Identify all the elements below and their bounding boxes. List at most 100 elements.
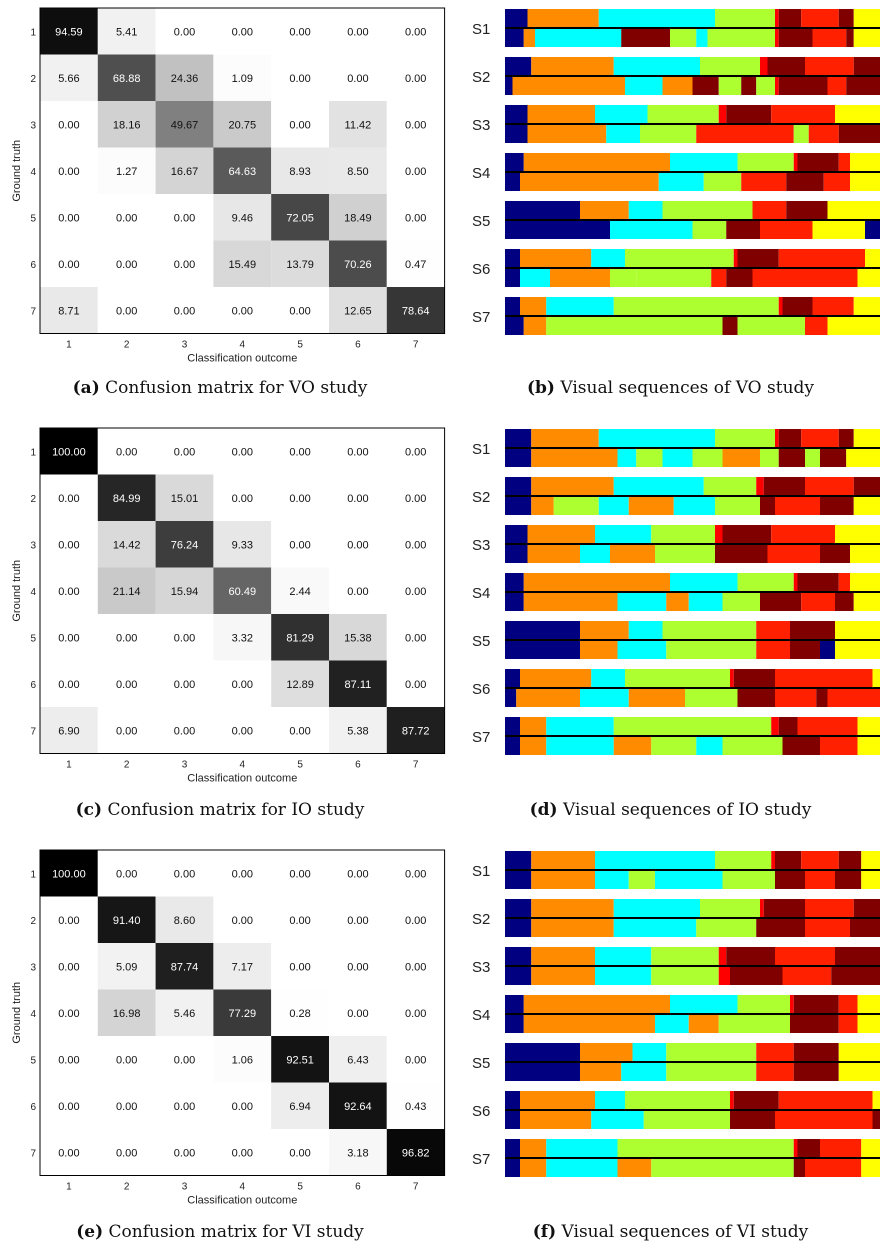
cell-value: 0.00 <box>116 1147 137 1159</box>
sequence-segment <box>718 1014 790 1033</box>
matrix-cell <box>213 614 272 661</box>
sequence-segment <box>553 496 599 515</box>
sequence-segment <box>523 316 547 335</box>
sequence-segment <box>505 220 610 239</box>
matrix-cell <box>97 287 156 334</box>
sequence-segment <box>531 966 595 985</box>
matrix-cell <box>97 54 156 101</box>
cell-value: 16.98 <box>113 1008 141 1020</box>
sequence-segment <box>752 268 858 287</box>
sequence-segment <box>760 448 779 467</box>
sequence-segment <box>613 297 779 316</box>
matrix-cell <box>40 428 98 475</box>
matrix-cell <box>40 896 98 943</box>
sequence-segment <box>662 76 693 95</box>
cell-value: 60.49 <box>229 586 257 598</box>
matrix-cell <box>155 194 214 241</box>
cell-value: 0.00 <box>347 73 368 85</box>
sequence-segment <box>685 688 738 707</box>
y-tick-label: 5 <box>30 1055 36 1066</box>
matrix-cell <box>329 287 387 334</box>
cell-value: 0.00 <box>347 539 368 551</box>
cell-value: 12.89 <box>286 679 314 691</box>
cell-value: 0.00 <box>174 305 195 317</box>
x-tick-label: 7 <box>413 760 419 771</box>
sequence-segment <box>820 448 847 467</box>
matrix-cell <box>329 896 387 943</box>
sequence-segment <box>666 1043 757 1062</box>
sequence-label: S7 <box>472 309 490 326</box>
sequence-segment <box>527 124 607 143</box>
sequence-segment <box>580 688 629 707</box>
matrix-cell <box>271 943 329 990</box>
sequence-segment <box>610 544 655 563</box>
sequence-segment <box>853 9 880 28</box>
x-tick-label: 1 <box>66 1182 72 1193</box>
sequence-segment <box>505 688 517 707</box>
matrix-cell <box>155 240 214 287</box>
cell-value: 0.00 <box>174 1054 195 1066</box>
sequence-segment <box>790 1014 839 1033</box>
matrix-cell <box>97 101 156 148</box>
cell-value: 15.49 <box>229 259 257 271</box>
sequence-segment <box>726 947 775 966</box>
cell-value: 0.00 <box>289 1147 310 1159</box>
sequence-segment <box>692 448 723 467</box>
cell-value: 0.00 <box>232 493 253 505</box>
cell-value: 49.67 <box>171 119 199 131</box>
sequence-segment <box>816 688 828 707</box>
sequence-segment <box>666 1062 757 1081</box>
sequence-segment <box>763 477 805 496</box>
matrix-cell <box>213 194 272 241</box>
cell-value: 0.00 <box>58 961 79 973</box>
cell-value: 0.00 <box>174 212 195 224</box>
sequence-segment <box>733 669 775 688</box>
cell-value: 84.99 <box>113 493 141 505</box>
matrix-frame <box>39 7 446 334</box>
matrix-cell <box>97 1036 156 1083</box>
matrix-cell <box>40 194 98 241</box>
sequence-segment <box>801 9 839 28</box>
sequence-segment <box>523 573 670 592</box>
sequence-segment <box>715 496 760 515</box>
sequence-segment <box>793 995 839 1014</box>
cell-value: 0.00 <box>232 1147 253 1159</box>
cell-value: 0.00 <box>347 868 368 880</box>
x-tick-label: 7 <box>413 1182 419 1193</box>
cell-value: 0.00 <box>174 632 195 644</box>
cell-value: 0.00 <box>174 26 195 38</box>
sequence-segment <box>782 736 820 755</box>
sequence-segment <box>793 124 809 143</box>
x-tick-label: 3 <box>182 760 188 771</box>
sequence-segment <box>861 1139 880 1158</box>
cell-value: 72.05 <box>286 212 314 224</box>
sequence-segment <box>850 573 880 592</box>
cell-value: 0.00 <box>58 1147 79 1159</box>
matrix-cell <box>40 240 98 287</box>
cell-value: 0.00 <box>289 493 310 505</box>
sequence-segment <box>505 1062 580 1081</box>
sequence-segment <box>767 57 805 76</box>
sequence-segment <box>846 28 854 47</box>
sequence-segment <box>595 947 652 966</box>
cell-value: 64.63 <box>229 166 257 178</box>
y-tick-label: 3 <box>30 962 36 973</box>
sequence-segment <box>812 28 847 47</box>
y-axis-label: Ground truth <box>11 560 23 622</box>
sequence-segment <box>658 172 704 191</box>
sequence-segment <box>760 899 764 918</box>
sequence-segment <box>797 1139 820 1158</box>
cell-value: 0.00 <box>405 446 426 458</box>
sequence-segment <box>827 201 880 220</box>
sequence-segment <box>853 28 880 47</box>
caption-c: (c) Confusion matrix for IO study <box>75 800 365 820</box>
sequence-segment <box>531 947 595 966</box>
matrix-cell <box>155 521 214 568</box>
sequence-segment <box>760 592 802 611</box>
cell-value: 0.00 <box>289 868 310 880</box>
matrix-cell <box>386 8 445 55</box>
sequence-segment <box>718 947 727 966</box>
cell-value: 6.90 <box>58 725 79 737</box>
cell-value: 0.00 <box>289 26 310 38</box>
sequence-segment <box>850 918 880 937</box>
